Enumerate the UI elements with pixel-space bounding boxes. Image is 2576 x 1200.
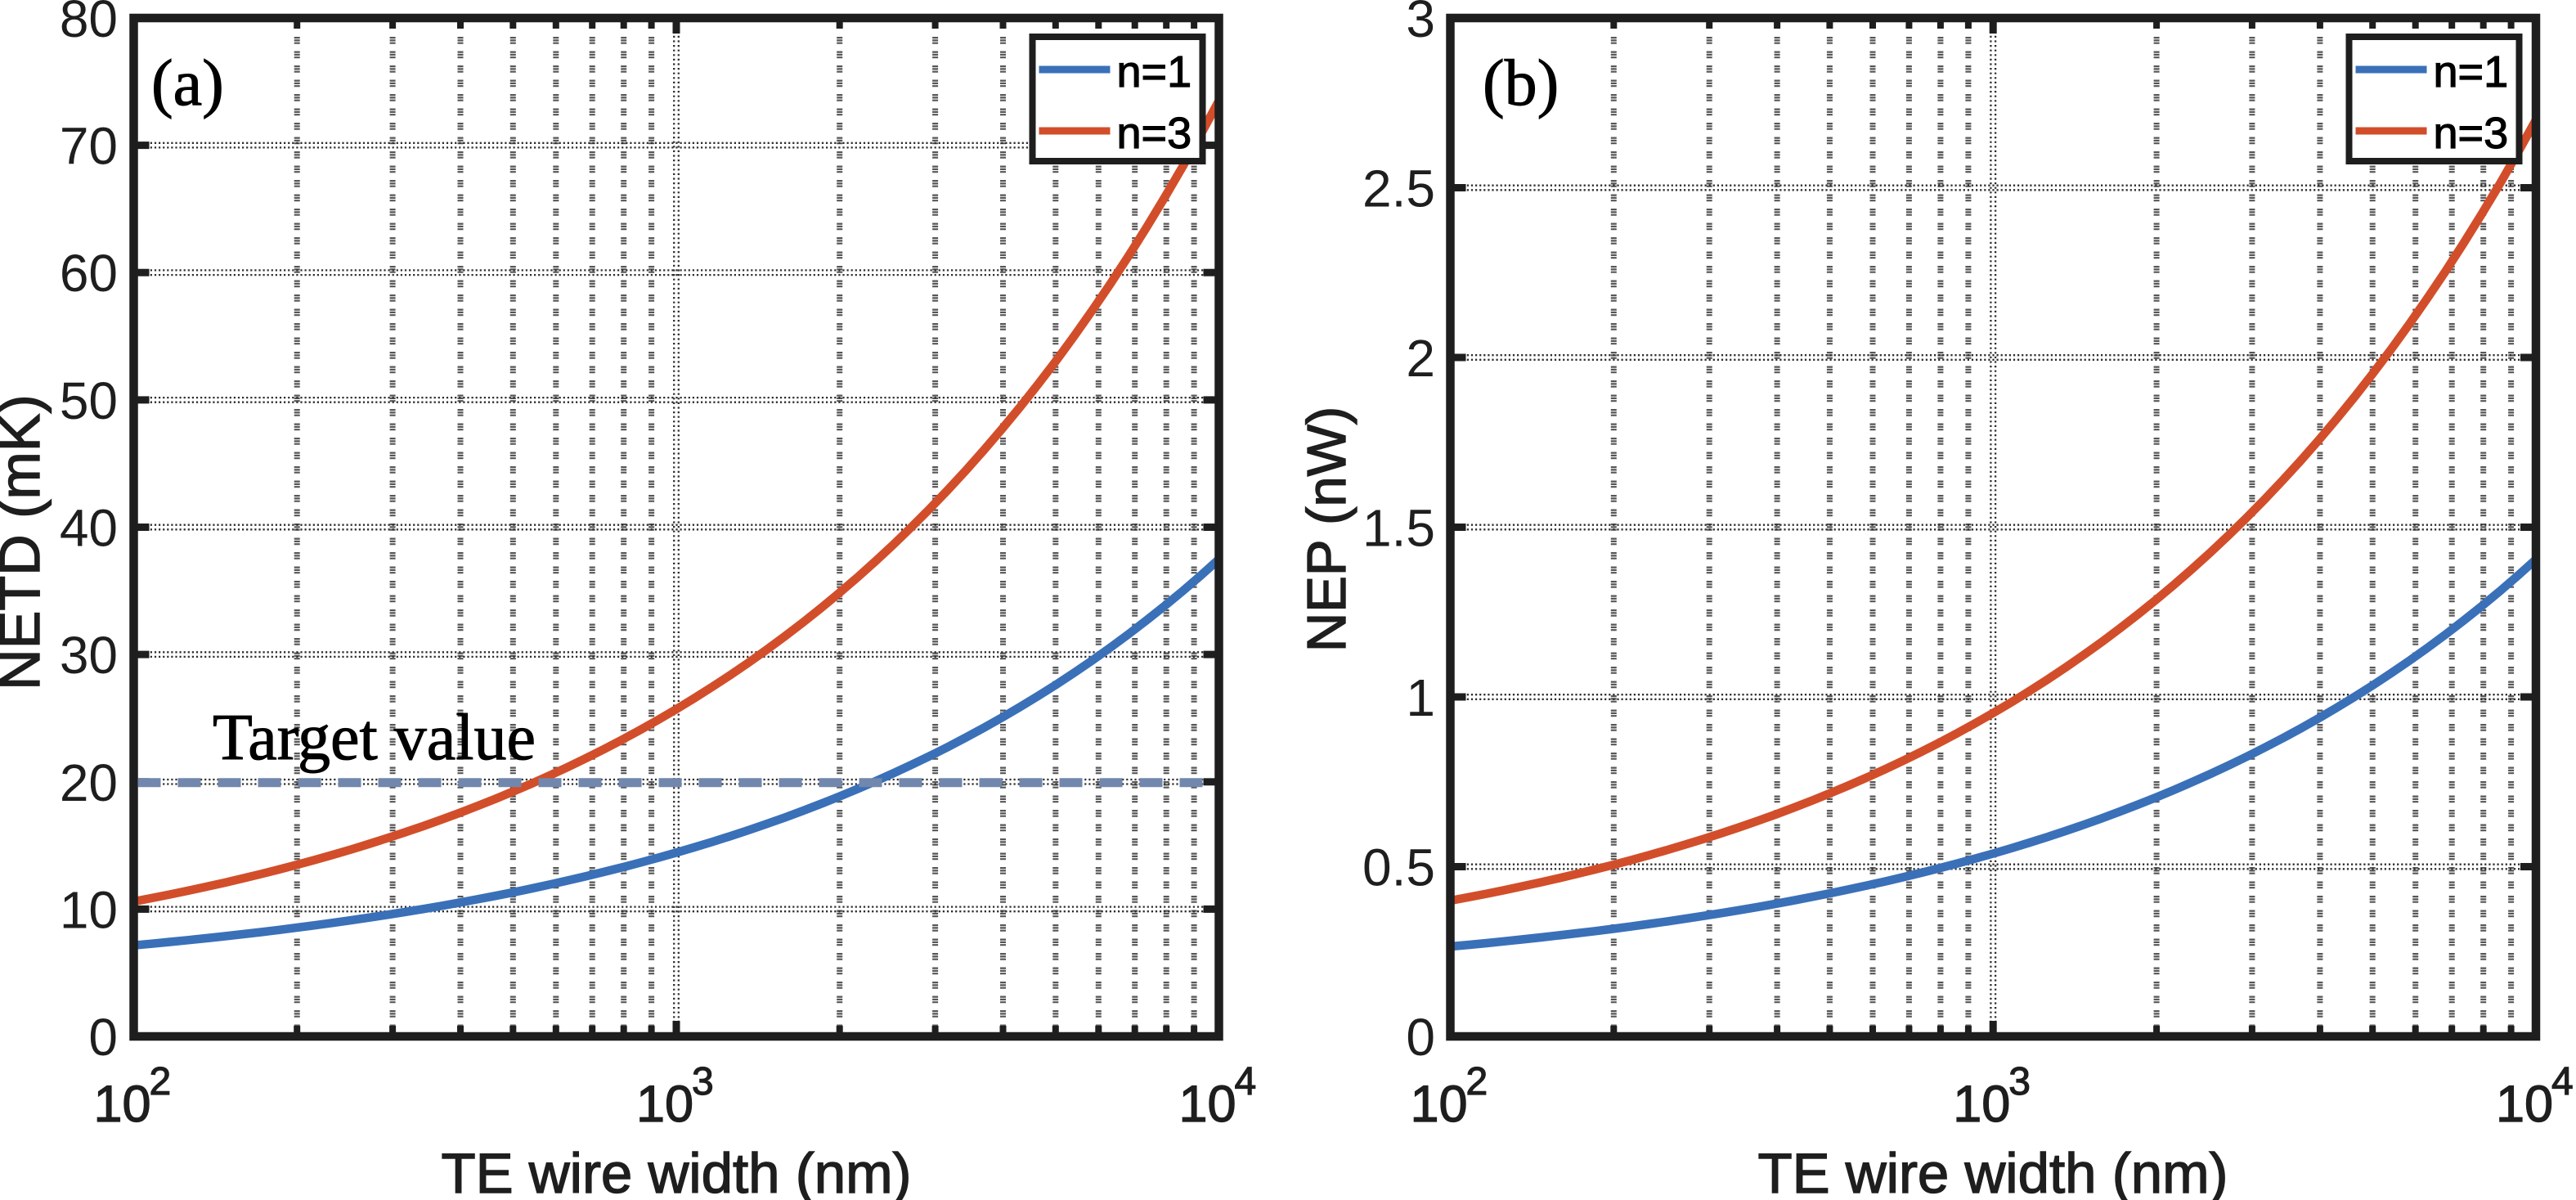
svg-text:2: 2: [150, 1060, 172, 1103]
svg-text:70: 70: [60, 117, 118, 176]
svg-text:2: 2: [1466, 1060, 1488, 1103]
svg-text:TE wire width (nm): TE wire width (nm): [1757, 1142, 2228, 1200]
svg-text:NETD (mK): NETD (mK): [0, 394, 52, 690]
svg-text:3: 3: [692, 1060, 714, 1103]
svg-text:NEP (nW): NEP (nW): [1296, 407, 1358, 652]
svg-text:10: 10: [2496, 1076, 2553, 1133]
svg-text:10: 10: [1179, 1076, 1236, 1133]
svg-text:n=1: n=1: [2434, 47, 2509, 97]
svg-text:20: 20: [60, 753, 118, 812]
svg-text:1.5: 1.5: [1362, 499, 1435, 558]
svg-text:10: 10: [1411, 1076, 1468, 1133]
svg-text:30: 30: [60, 626, 118, 685]
svg-text:n=1: n=1: [1117, 47, 1192, 97]
svg-text:10: 10: [1953, 1076, 2010, 1133]
svg-text:0: 0: [88, 1008, 118, 1067]
svg-text:TE wire width (nm): TE wire width (nm): [441, 1142, 911, 1200]
svg-text:n=3: n=3: [2434, 109, 2509, 158]
svg-text:10: 10: [60, 880, 118, 939]
svg-text:2: 2: [1406, 329, 1435, 388]
svg-text:3: 3: [2008, 1060, 2031, 1103]
svg-text:80: 80: [60, 0, 118, 48]
svg-text:(b): (b): [1483, 47, 1559, 119]
svg-text:40: 40: [60, 499, 118, 558]
svg-text:Target value: Target value: [213, 702, 536, 774]
svg-text:3: 3: [1406, 0, 1435, 48]
svg-text:0: 0: [1406, 1008, 1435, 1067]
svg-text:4: 4: [2551, 1060, 2574, 1103]
svg-text:(a): (a): [151, 47, 224, 119]
svg-text:4: 4: [1235, 1060, 1257, 1103]
svg-text:50: 50: [60, 371, 118, 430]
svg-text:60: 60: [60, 244, 118, 303]
svg-text:n=3: n=3: [1117, 109, 1192, 158]
svg-text:0.5: 0.5: [1362, 838, 1435, 897]
svg-text:2.5: 2.5: [1362, 160, 1435, 218]
svg-text:10: 10: [636, 1076, 693, 1133]
svg-text:1: 1: [1406, 668, 1435, 727]
svg-text:10: 10: [94, 1076, 151, 1133]
